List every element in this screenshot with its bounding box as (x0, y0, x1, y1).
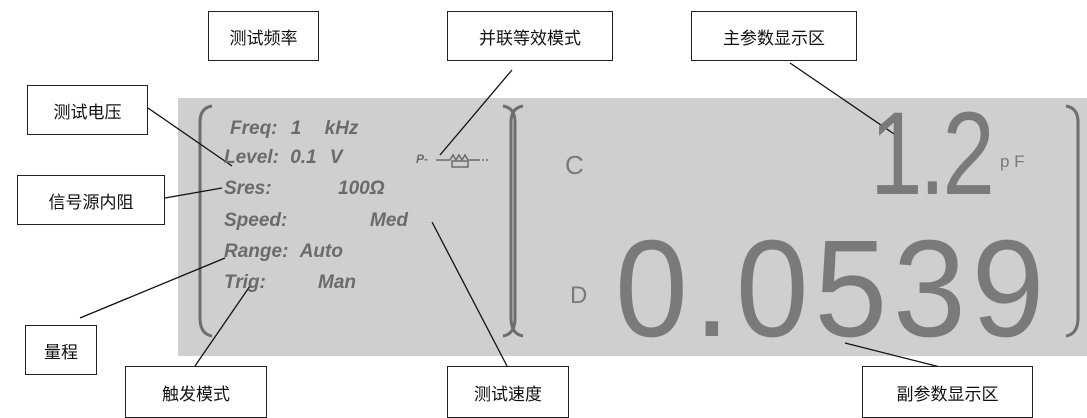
parallel-circuit-icon (436, 153, 490, 168)
callout-secondary-area: 副参数显示区 (862, 366, 1033, 418)
level-unit: V (329, 147, 343, 168)
mode-symbol: P- (416, 152, 428, 166)
right-bracket-close (1065, 104, 1080, 338)
speed-value: Med (370, 210, 408, 231)
sres-value: 100Ω (338, 178, 385, 199)
level-value: 0.1 (290, 147, 317, 168)
range-row: Range: Auto (224, 241, 343, 263)
speed-label: Speed: (224, 210, 288, 231)
freq-unit: kHz (324, 118, 359, 139)
sres-label: Sres: (224, 178, 272, 199)
trig-value: Man (318, 272, 356, 293)
callout-parallel-mode: 并联等效模式 (447, 11, 613, 61)
left-bracket-open (198, 104, 213, 338)
callout-range: 量程 (25, 325, 97, 375)
freq-label: Freq: (230, 118, 278, 139)
callout-test-voltage: 测试电压 (27, 85, 148, 135)
primary-unit: p F (1000, 152, 1025, 171)
callout-source-resistance: 信号源内阻 (17, 175, 165, 225)
trig-label: Trig: (224, 272, 266, 293)
secondary-value: 0.0539 (615, 212, 1051, 366)
level-label: Level: (224, 147, 279, 168)
range-value: Auto (299, 241, 343, 262)
freq-row: Freq: 1 kHz (230, 118, 358, 140)
leader-lines (79, 62, 945, 369)
callout-test-freq: 测试频率 (208, 11, 319, 61)
callout-primary-area: 主参数显示区 (691, 11, 857, 61)
primary-value: 1.2 (870, 88, 995, 220)
left-bracket-close (502, 104, 517, 338)
right-bracket-open (509, 104, 524, 338)
callout-trigger-mode: 触发模式 (125, 366, 267, 418)
primary-symbol: C (565, 150, 584, 180)
level-row: Level: 0.1 V (224, 147, 343, 169)
lcd-panel (178, 98, 1087, 356)
freq-value: 1 (290, 118, 302, 139)
range-label: Range: (224, 241, 289, 262)
secondary-symbol: D (570, 282, 588, 309)
callout-test-speed: 测试速度 (447, 366, 569, 418)
